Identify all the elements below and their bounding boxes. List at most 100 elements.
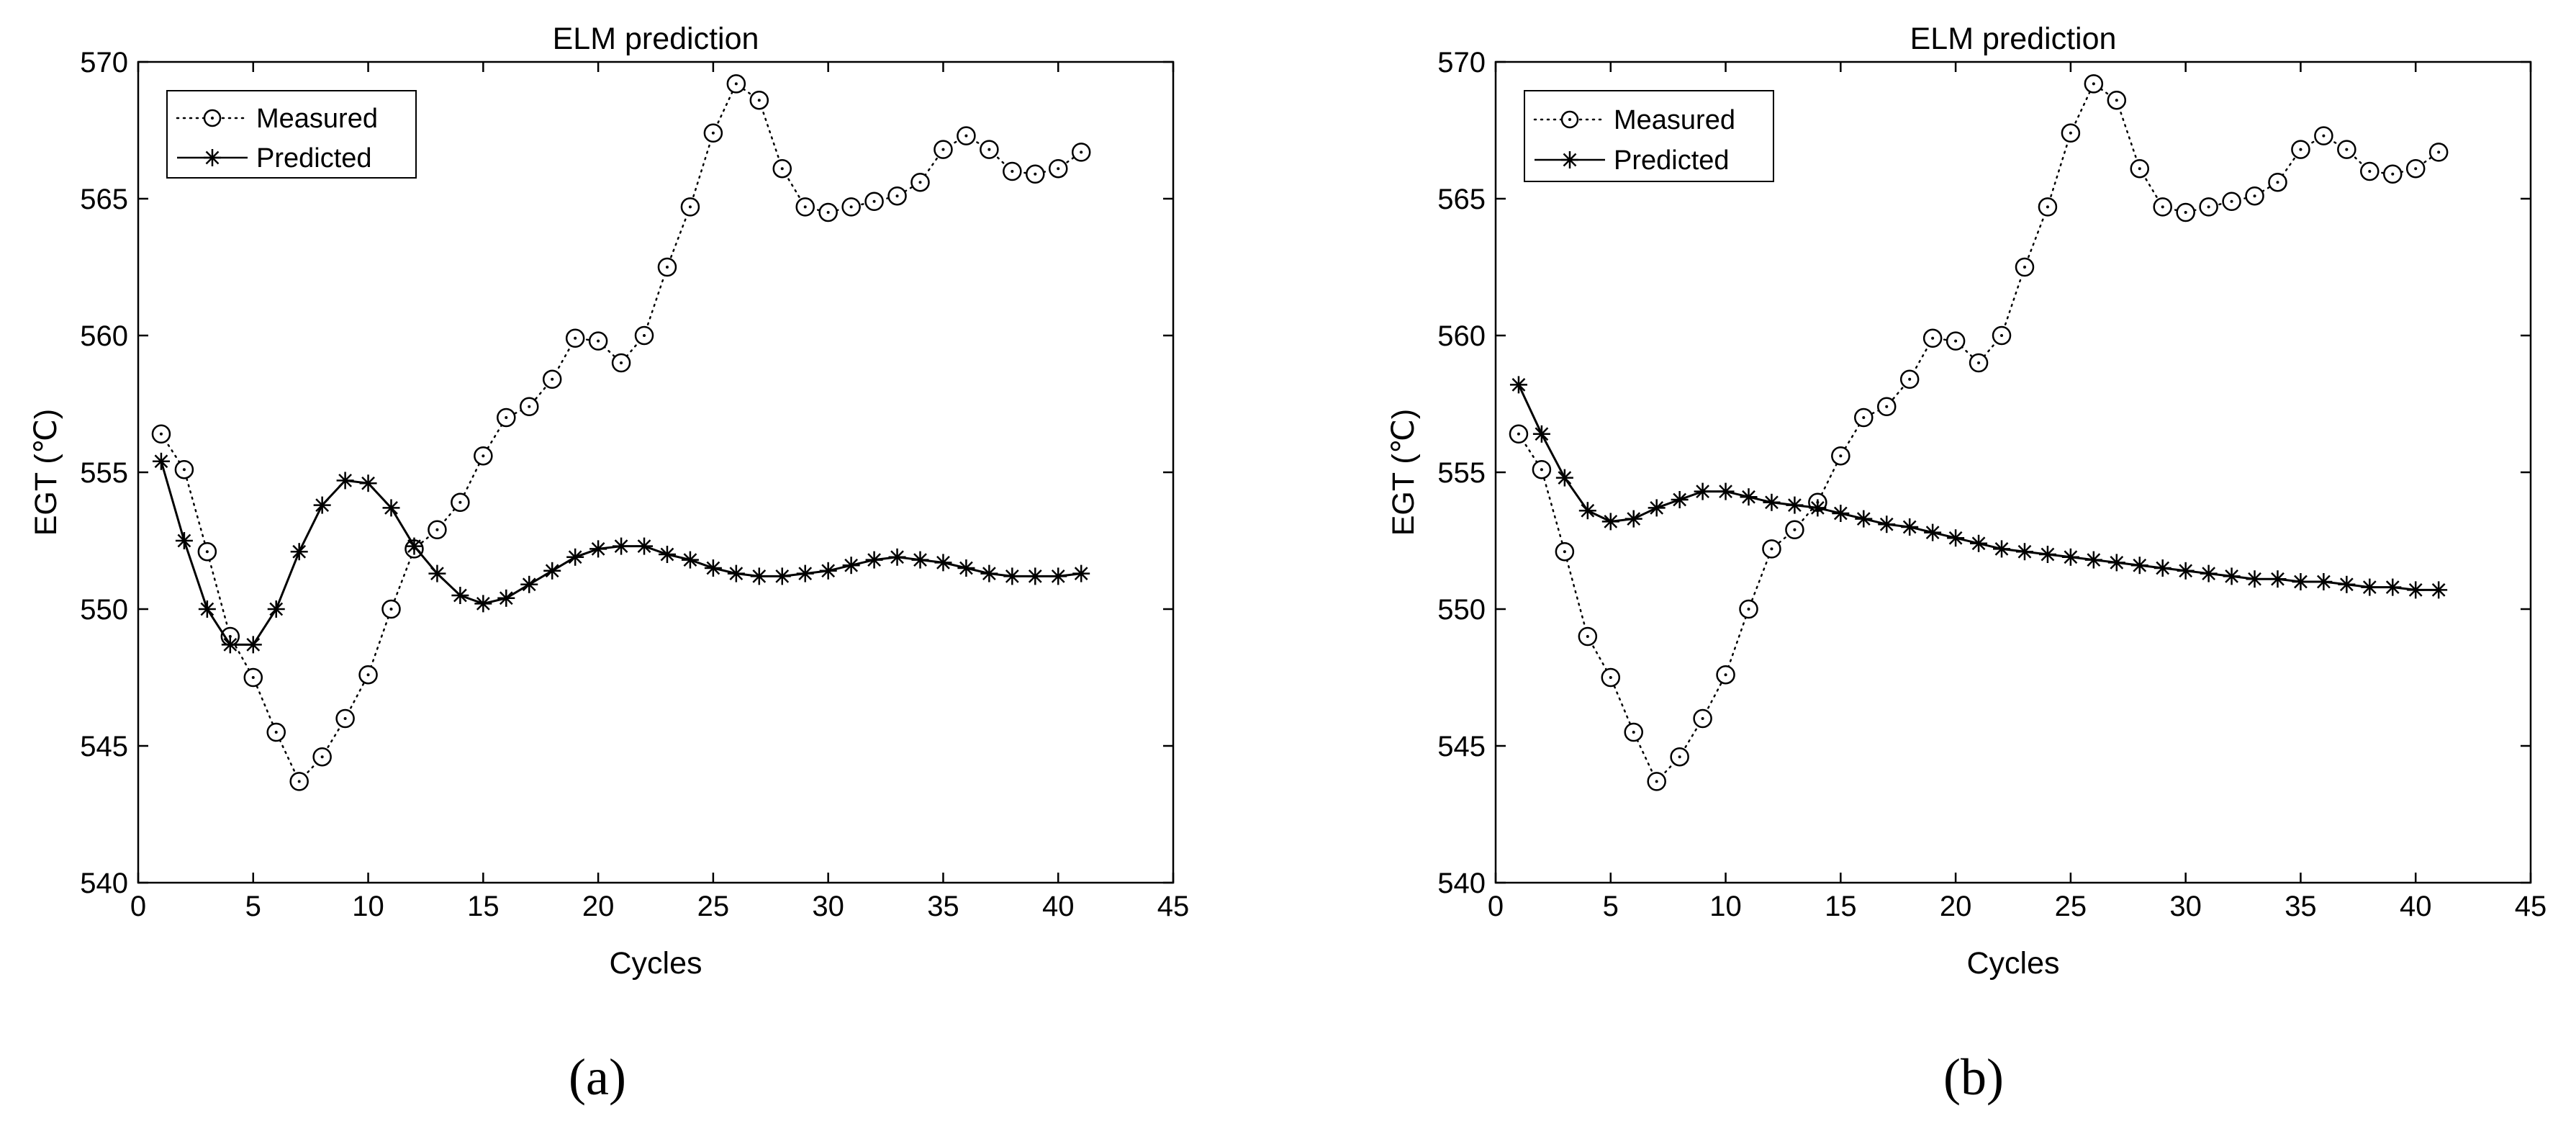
x-tick-label: 40 [2400,891,2432,922]
data-point-predicted [1786,496,1804,514]
data-point-predicted [1003,567,1021,585]
y-tick-label: 555 [1437,457,1486,489]
data-point-measured [381,599,401,619]
data-point-measured [2199,197,2218,217]
data-point-measured [197,541,217,562]
chart-title-b: ELM prediction [1910,22,2117,56]
data-point-measured [749,90,769,110]
legend-label-measured-b: Measured [1614,105,1735,135]
x-tick-label: 5 [245,891,261,922]
data-point-predicted [1072,564,1090,582]
data-point-measured [657,257,677,277]
data-point-measured [335,708,355,729]
data-point-predicted [2015,543,2033,561]
data-point-predicted [934,554,952,572]
data-point-predicted [681,551,699,569]
data-point-predicted [1855,510,1873,528]
data-point-measured [910,172,930,192]
data-point-predicted [382,499,400,517]
data-point-measured [1831,446,1850,466]
y-tick-label: 555 [80,457,128,489]
data-point-predicted [1671,491,1689,508]
data-point-measured [2015,257,2035,277]
data-point-predicted [2200,564,2218,582]
data-point-predicted [2246,570,2264,588]
y-tick-label: 560 [1437,320,1486,352]
data-point-measured [565,328,585,348]
data-point-measured [1899,369,1920,390]
x-tick-label: 15 [1825,891,1857,922]
data-point-predicted [1648,499,1666,517]
data-point-measured [2153,197,2172,217]
data-point-predicted [1763,493,1781,511]
data-point-predicted [2384,578,2402,596]
series-layer-a [151,74,1091,791]
data-point-measured [1509,424,1529,444]
data-point-predicted [1555,469,1573,487]
data-point-measured [428,520,447,540]
axis-ticks-a: 0 5 10 15 20 25 30 35 40 45 540 545 550 555 560 565 570 [80,47,1189,922]
data-point-measured [841,197,861,217]
data-point-predicted [819,562,837,580]
x-tick-label: 25 [2055,891,2087,922]
data-point-measured [2084,74,2104,94]
data-point-measured [934,140,953,159]
y-tick-label: 545 [1437,731,1486,762]
data-point-predicted [1901,518,1919,536]
data-point-predicted [2338,575,2356,593]
x-tick-label: 0 [130,891,146,922]
data-point-measured [358,665,378,685]
data-point-predicted [1740,488,1758,506]
data-point-predicted [198,600,216,618]
data-point-measured [818,202,838,222]
legend-label-predicted-a: Predicted [256,143,372,174]
data-point-measured [2314,126,2333,145]
data-point-measured [1555,541,1575,562]
y-tick-label: 560 [80,320,128,352]
data-point-predicted [957,559,975,577]
data-point-predicted [313,496,331,514]
data-point-predicted [543,562,561,580]
data-point-predicted [1924,523,1942,541]
data-point-measured [1876,397,1897,417]
data-point-predicted [267,600,285,618]
plot-area-b [1494,60,2532,884]
data-point-measured [2130,158,2150,179]
data-point-predicted [428,564,446,582]
data-point-predicted [865,551,883,569]
y-tick-label: 540 [80,868,128,899]
data-point-measured [1969,353,1989,373]
data-point-measured [1762,539,1781,559]
data-point-measured [2038,197,2058,217]
data-point-measured [151,424,171,444]
data-point-measured [726,74,746,94]
data-point-predicted [636,537,654,555]
y-tick-label: 570 [1437,47,1486,78]
data-point-measured [1670,747,1689,767]
data-point-predicted [2361,578,2379,596]
x-axis-label-b: Cycles [1966,946,2059,981]
data-point-measured [1945,331,1966,351]
data-point-predicted [2315,573,2333,590]
data-point-predicted [911,551,929,569]
data-point-measured [2337,140,2356,159]
data-point-predicted [773,567,791,585]
data-point-predicted [2292,573,2310,590]
data-point-measured [2107,90,2127,110]
data-point-measured [887,186,907,206]
data-point-measured [2383,164,2403,184]
chart-panel-a: ELM prediction 0 5 10 15 20 25 30 35 40 45 540 545 5… [29,22,1189,1106]
x-tick-label: 10 [1709,891,1742,922]
data-point-measured [957,126,976,145]
data-point-measured [703,123,723,143]
data-point-measured [2360,161,2380,181]
data-point-predicted [451,587,469,604]
data-point-measured [2428,143,2449,162]
x-tick-label: 30 [2169,891,2202,922]
data-point-predicted [796,564,814,582]
data-point-predicted [2061,548,2079,566]
data-point-predicted [2154,559,2171,577]
data-point-measured [2291,140,2310,159]
data-point-predicted [750,567,768,585]
